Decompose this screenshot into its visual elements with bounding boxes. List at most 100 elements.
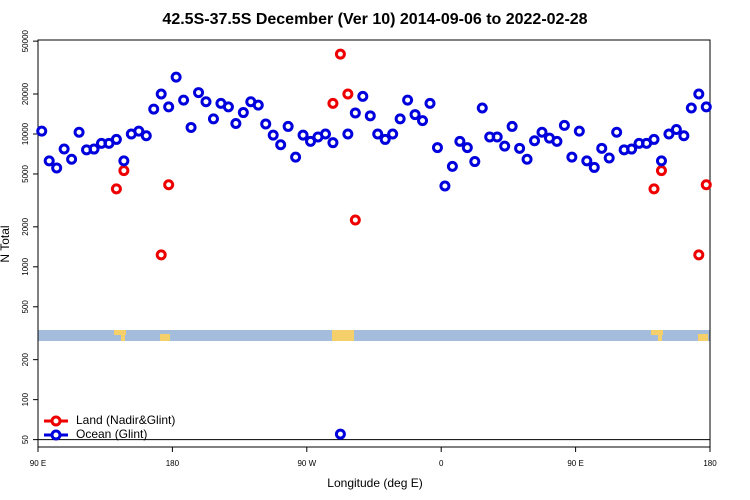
land-ocean-strip — [38, 330, 710, 341]
point — [431, 142, 443, 154]
point — [536, 126, 548, 138]
point — [58, 143, 70, 155]
point — [267, 129, 279, 141]
point — [193, 87, 205, 99]
point — [648, 133, 660, 145]
land-strip — [651, 330, 663, 335]
point — [461, 142, 473, 154]
y-tick-label: 1000 — [21, 257, 30, 275]
point — [626, 143, 638, 155]
point — [207, 113, 219, 125]
point — [558, 119, 570, 131]
y-tick-label: 50 — [21, 435, 30, 444]
point — [402, 94, 414, 106]
point — [603, 152, 615, 164]
y-tick-label: 200 — [21, 352, 30, 366]
point — [342, 88, 354, 100]
point — [551, 135, 563, 147]
point — [275, 139, 287, 151]
point — [655, 155, 667, 167]
y-tick-label: 50000 — [21, 29, 30, 52]
land-strip — [332, 330, 354, 341]
point — [469, 156, 481, 168]
point — [118, 155, 130, 167]
point — [476, 102, 488, 114]
point — [51, 162, 63, 174]
point — [327, 137, 339, 149]
point — [260, 118, 272, 130]
point — [693, 249, 705, 261]
point — [319, 128, 331, 140]
point — [506, 120, 518, 132]
point — [670, 124, 682, 136]
point — [491, 131, 503, 143]
y-axis-label: N Total — [0, 225, 12, 262]
point — [73, 126, 85, 138]
point — [394, 113, 406, 125]
point — [222, 101, 234, 113]
y-tick-label: 20000 — [21, 82, 30, 105]
point — [700, 101, 712, 113]
point — [596, 142, 608, 154]
point — [155, 249, 167, 261]
point — [446, 160, 458, 172]
y-tick-label: 2000 — [21, 217, 30, 235]
point — [611, 126, 623, 138]
point — [305, 135, 317, 147]
y-tick-label: 100 — [21, 392, 30, 406]
x-axis-label: Longitude (deg E) — [327, 476, 422, 490]
point — [200, 96, 212, 108]
point — [88, 143, 100, 155]
point — [581, 155, 593, 167]
land-strip — [698, 334, 708, 341]
land-strip — [121, 335, 125, 341]
point — [387, 128, 399, 140]
point — [588, 161, 600, 173]
point — [178, 94, 190, 106]
point — [282, 120, 294, 132]
legend-marker — [50, 415, 62, 427]
point — [66, 153, 78, 165]
point — [424, 97, 436, 109]
point — [110, 183, 122, 195]
point — [342, 128, 354, 140]
plot-frame — [37, 39, 711, 448]
point — [409, 109, 421, 121]
x-tick-label: 90 E — [567, 459, 583, 468]
chart-title: 42.5S-37.5S December (Ver 10) 2014-09-06… — [162, 11, 587, 28]
point — [678, 130, 690, 142]
x-tick-label: 90 W — [297, 459, 316, 468]
point — [133, 125, 145, 137]
y-tick-label: 500 — [21, 300, 30, 314]
point — [372, 128, 384, 140]
point — [573, 125, 585, 137]
point — [655, 165, 667, 177]
point — [566, 151, 578, 163]
point — [43, 155, 55, 167]
point — [185, 121, 197, 133]
point — [439, 180, 451, 192]
point — [417, 115, 429, 127]
legend-marker — [50, 429, 62, 441]
point — [349, 214, 361, 226]
point — [529, 135, 541, 147]
point — [163, 101, 175, 113]
point — [290, 151, 302, 163]
point — [521, 153, 533, 165]
point — [36, 125, 48, 137]
point — [685, 102, 697, 114]
point — [155, 88, 167, 100]
land-strip — [160, 334, 170, 341]
point — [163, 179, 175, 191]
point — [499, 140, 511, 152]
point — [297, 129, 309, 141]
point — [334, 428, 346, 440]
x-tick-label: 180 — [166, 459, 180, 468]
x-tick-label: 90 E — [30, 459, 46, 468]
point — [693, 88, 705, 100]
point — [140, 130, 152, 142]
point — [230, 117, 242, 129]
land-strip — [658, 335, 662, 341]
